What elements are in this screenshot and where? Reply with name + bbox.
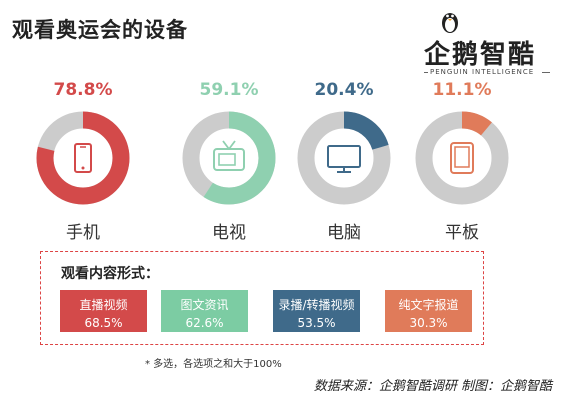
donut-value-arc (182, 111, 276, 205)
footnote: * 多选，各选项之和大于100% (145, 359, 282, 370)
tv-icon (213, 140, 245, 171)
tablet-icon (450, 142, 474, 174)
device-donut (297, 111, 391, 205)
device-percent-label: 20.4% (314, 80, 374, 100)
device-name-label: 电视 (212, 223, 246, 243)
phone-icon (74, 143, 92, 173)
device-donut (182, 111, 276, 205)
tile-value: 68.5% (84, 316, 123, 330)
monitor-icon (327, 145, 361, 173)
tile-label: 图文资讯 (180, 298, 229, 312)
tile-value: 53.5% (297, 316, 336, 330)
device-donut (415, 111, 509, 205)
tile-label: 录播/转播视频 (278, 298, 355, 312)
penguin-logo-icon (442, 13, 458, 33)
device-name-label: 手机 (66, 223, 100, 243)
content-format-panel: 观看内容形式： 直播视频 68.5% 图文资讯 62.6% 录播/转播视频 53.5% 纯文… (40, 251, 484, 345)
content-format-tile: 纯文字报道 30.3% (385, 290, 472, 332)
tile-value: 62.6% (185, 316, 224, 330)
device-donut-charts: 78.8% 手机 59.1% 电视 20.4% 电脑 11.1% 平板 (0, 78, 562, 248)
device-percent-label: 11.1% (432, 80, 492, 100)
device-percent-label: 59.1% (199, 80, 259, 100)
data-source: 数据来源：企鹅智酷调研 制图：企鹅智酷 (313, 379, 552, 394)
device-name-label: 平板 (445, 223, 479, 243)
content-format-tile: 图文资讯 62.6% (161, 290, 248, 332)
donut-value-arc (415, 111, 509, 205)
device-donut (36, 111, 130, 205)
donut-value-arc (36, 111, 130, 205)
tile-label: 纯文字报道 (398, 298, 459, 312)
content-format-title: 观看内容形式： (61, 266, 159, 282)
tile-label: 直播视频 (79, 298, 128, 312)
content-format-tile: 直播视频 68.5% (60, 290, 147, 332)
device-percent-label: 78.8% (53, 80, 113, 100)
content-format-tile: 录播/转播视频 53.5% (273, 290, 360, 332)
tile-value: 30.3% (409, 316, 448, 330)
page-title: 观看奥运会的设备 (12, 18, 188, 42)
donut-track (415, 111, 509, 205)
logo-brand-text: 企鹅智酷 (424, 40, 537, 70)
brand-logo: 企鹅智酷 PENGUIN INTELLIGENCE (424, 8, 554, 76)
logo-subtitle: PENGUIN INTELLIGENCE (430, 68, 535, 76)
device-name-label: 电脑 (327, 223, 361, 243)
donut-value-arc (297, 111, 391, 205)
